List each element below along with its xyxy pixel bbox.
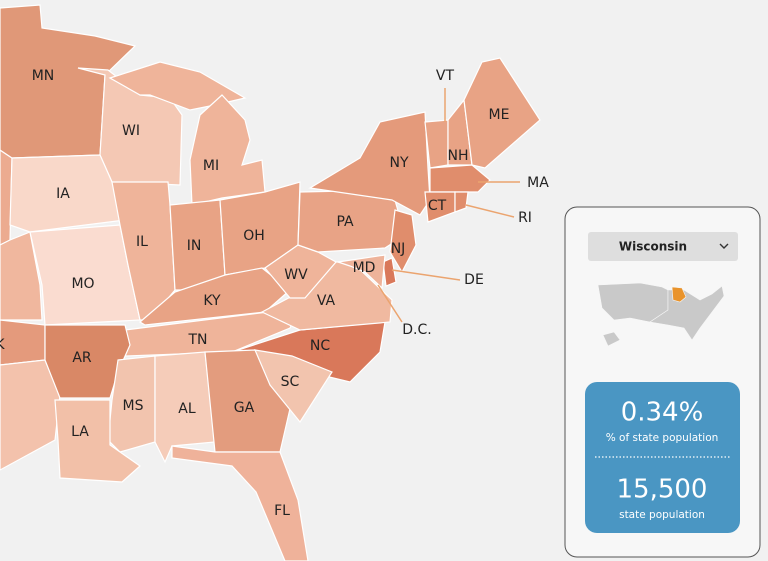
state-label: IA xyxy=(56,186,70,202)
state-label: OH xyxy=(243,228,265,244)
dropdown-chevron xyxy=(719,243,729,249)
mini-state xyxy=(602,331,621,347)
leader-line xyxy=(377,284,403,323)
state-shape xyxy=(308,111,431,216)
state-label: LA xyxy=(71,424,89,440)
mini-selected-state xyxy=(671,286,687,303)
state-label: KY xyxy=(203,293,221,309)
dropdown-value: Wisconsin xyxy=(619,240,687,254)
state-shape xyxy=(454,191,469,213)
leader-line xyxy=(465,204,515,218)
state-label: NY xyxy=(389,155,408,171)
state-label: MI xyxy=(203,158,219,174)
state-label: CT xyxy=(428,198,447,214)
stat-percent-caption: % of state population xyxy=(606,432,719,444)
state-shape xyxy=(389,209,417,274)
state-shape xyxy=(0,319,46,366)
state-label: GA xyxy=(234,400,255,416)
state-shape xyxy=(429,164,491,193)
state-label: VT xyxy=(436,68,455,84)
state-shape xyxy=(54,399,141,483)
state-label: NC xyxy=(310,338,330,354)
state-label: AL xyxy=(178,401,196,417)
state-label: MN xyxy=(32,68,55,84)
state-label: NJ xyxy=(391,241,406,257)
state-label: IL xyxy=(136,234,148,250)
stat-population: 15,500 xyxy=(617,475,708,505)
state-shape xyxy=(0,4,137,159)
leader-line xyxy=(391,269,461,281)
state-label: MO xyxy=(71,276,94,292)
stat-percent: 0.34% xyxy=(621,398,704,428)
state-label: SC xyxy=(281,374,300,390)
state-shape xyxy=(0,149,13,246)
mini-state xyxy=(649,285,725,341)
state-shape xyxy=(171,445,309,561)
state-label: MD xyxy=(353,260,376,276)
state-label: K xyxy=(0,337,5,353)
state-label: FL xyxy=(274,503,290,519)
state-label: VA xyxy=(317,293,336,309)
state-shape xyxy=(382,257,397,287)
state-label: MA xyxy=(527,175,549,191)
state-label: DE xyxy=(464,272,484,288)
state-label: WV xyxy=(284,267,308,283)
leader-lines xyxy=(377,88,520,323)
state-dropdown[interactable] xyxy=(588,232,738,261)
stat-population-caption: state population xyxy=(619,509,705,521)
state-shape xyxy=(424,119,449,169)
state-labels: MN WI MI IA IL IN OH MO KY WV PA NY VT NH ME MA CT RI NJ DE… xyxy=(0,68,549,519)
state-shape xyxy=(0,231,43,321)
state-label: WI xyxy=(122,123,140,139)
state-label: ME xyxy=(489,107,510,123)
state-label: RI xyxy=(518,210,532,226)
states xyxy=(0,4,541,561)
state-shape xyxy=(254,349,333,424)
state-label: MS xyxy=(123,398,144,414)
state-label: AR xyxy=(72,350,92,366)
state-shape xyxy=(189,94,266,206)
state-label: TN xyxy=(187,332,207,348)
state-label: D.C. xyxy=(402,322,431,338)
mini-map xyxy=(597,282,725,347)
state-label: PA xyxy=(336,214,354,230)
state-shape xyxy=(337,254,386,290)
state-label: NH xyxy=(448,148,469,164)
state-label: IN xyxy=(187,238,202,254)
